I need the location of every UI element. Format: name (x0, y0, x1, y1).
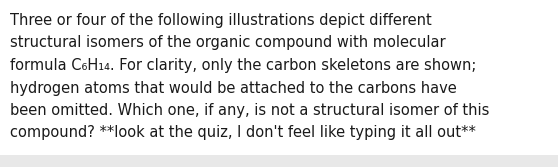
Text: formula C₆H₁₄. For clarity, only the carbon skeletons are shown;: formula C₆H₁₄. For clarity, only the car… (10, 58, 477, 73)
Text: Three or four of the following illustrations depict different: Three or four of the following illustrat… (10, 13, 432, 28)
Text: been omitted. Which one, if any, is not a structural isomer of this: been omitted. Which one, if any, is not … (10, 103, 489, 118)
Text: structural isomers of the organic compound with molecular: structural isomers of the organic compou… (10, 36, 446, 50)
Text: hydrogen atoms that would be attached to the carbons have: hydrogen atoms that would be attached to… (10, 80, 457, 96)
Bar (0, 155, 558, 167)
Text: compound? **look at the quiz, I don't feel like typing it all out**: compound? **look at the quiz, I don't fe… (10, 125, 476, 140)
